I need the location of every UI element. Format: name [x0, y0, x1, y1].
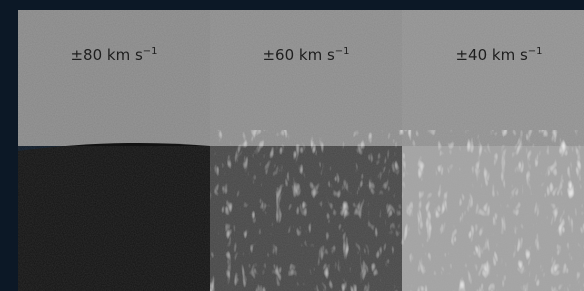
panel: ±80 km s−1: [18, 10, 210, 291]
label-text: ±40 km s: [455, 46, 527, 64]
label-exponent: −1: [528, 46, 543, 57]
label-text: ±60 km s: [262, 46, 334, 64]
sky-noise: [210, 10, 402, 146]
sky-noise: [402, 10, 584, 146]
label-exponent: −1: [143, 46, 158, 57]
sky-noise: [18, 10, 210, 146]
label-text: ±80 km s: [70, 46, 142, 64]
disk-noise: [210, 146, 402, 291]
panels: ±80 km s−1±60 km s−1±40 km s−1: [18, 10, 584, 291]
figure: ±80 km s−1±60 km s−1±40 km s−1: [0, 0, 584, 291]
panel: ±40 km s−1: [402, 10, 584, 291]
panel: ±60 km s−1: [210, 10, 402, 291]
label-exponent: −1: [335, 46, 350, 57]
disk-noise: [18, 146, 210, 291]
disk-noise: [402, 146, 584, 291]
page: ±80 km s−1±60 km s−1±40 km s−1 (() => { …: [0, 0, 584, 291]
